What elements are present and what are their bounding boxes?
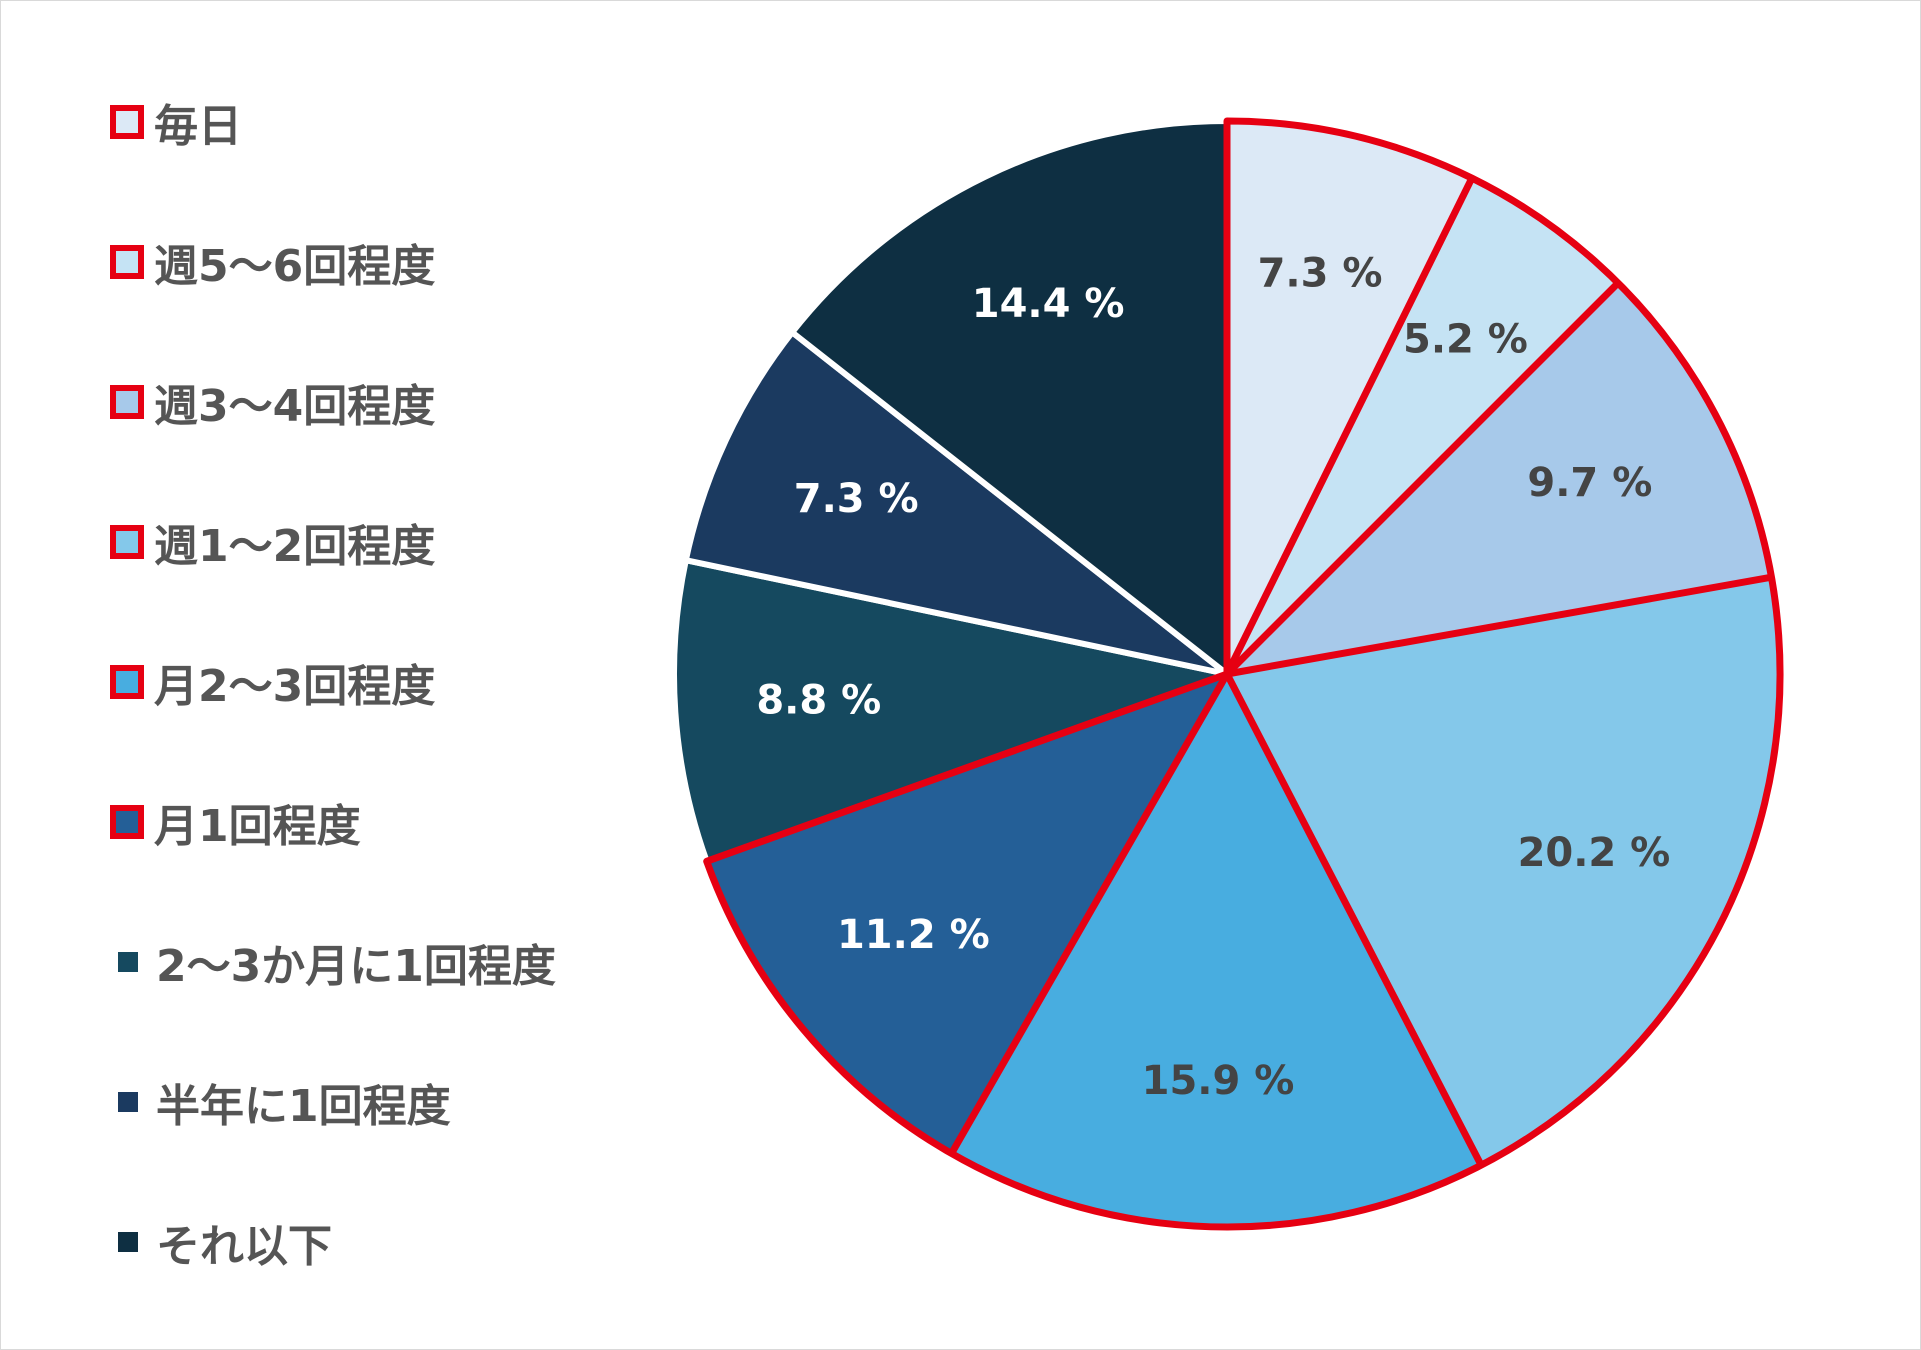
- slice-value-label: 5.2 %: [1403, 316, 1528, 362]
- legend-item: 月1回程度: [110, 794, 361, 852]
- legend-item: 週5〜6回程度: [110, 234, 435, 292]
- legend-label: それ以下: [156, 1221, 332, 1272]
- legend-swatch: [110, 245, 144, 279]
- legend-label: 月2〜3回程度: [154, 661, 436, 712]
- slice-value-label: 7.3 %: [794, 476, 919, 522]
- legend-label: 半年に1回程度: [156, 1081, 451, 1132]
- legend-swatch: [110, 385, 144, 419]
- slice-labels: 7.3 % 5.2 % 9.7 % 20.2 % 15.9 % 11.2 % 8.8 % 7.…: [756, 250, 1670, 1104]
- legend-swatch: [118, 952, 138, 972]
- pie-slice: [789, 118, 1230, 677]
- legend-swatch: [118, 1232, 138, 1252]
- legend-item: 毎日: [110, 94, 242, 152]
- legend-label: 月1回程度: [154, 801, 361, 852]
- highlight-divider: [1223, 176, 1475, 676]
- highlight-outline: [703, 117, 1784, 1231]
- legend-label: 毎日: [154, 101, 242, 152]
- highlight-divider: [1223, 672, 1485, 1167]
- highlight-divider: [1224, 280, 1621, 677]
- legend-item: 週1〜2回程度: [110, 514, 435, 572]
- pie-slice: [682, 329, 1230, 677]
- slice-value-label: 14.4 %: [972, 281, 1125, 327]
- pie-slice: [671, 557, 1230, 865]
- legend-label: 週1〜2回程度: [154, 521, 436, 572]
- legend-swatch: [118, 1092, 138, 1112]
- legend-swatch: [110, 105, 144, 139]
- legend-swatch: [110, 525, 144, 559]
- legend-item: 月2〜3回程度: [110, 654, 435, 712]
- highlight-divider: [948, 672, 1231, 1156]
- slice-value-label: 20.2 %: [1518, 830, 1671, 876]
- legend-swatch: [110, 665, 144, 699]
- slice-value-label: 9.7 %: [1527, 460, 1652, 506]
- pie-slices: [671, 118, 1783, 1230]
- legend-label: 週5〜6回程度: [154, 241, 436, 292]
- legend-item: それ以下: [110, 1214, 332, 1272]
- legend-item: 週3〜4回程度: [110, 374, 435, 432]
- legend-item: 半年に1回程度: [110, 1074, 451, 1132]
- slice-value-label: 15.9 %: [1142, 1058, 1295, 1104]
- legend-swatch: [110, 805, 144, 839]
- slice-value-label: 8.8 %: [756, 677, 881, 723]
- highlight-divider: [1226, 573, 1773, 678]
- slice-value-label: 11.2 %: [837, 912, 990, 958]
- highlight-border: [703, 117, 1784, 1231]
- slice-value-label: 7.3 %: [1258, 250, 1383, 296]
- legend-item: 2〜3か月に1回程度: [110, 934, 556, 992]
- legend-label: 2〜3か月に1回程度: [156, 941, 556, 992]
- legend-label: 週3〜4回程度: [154, 381, 436, 432]
